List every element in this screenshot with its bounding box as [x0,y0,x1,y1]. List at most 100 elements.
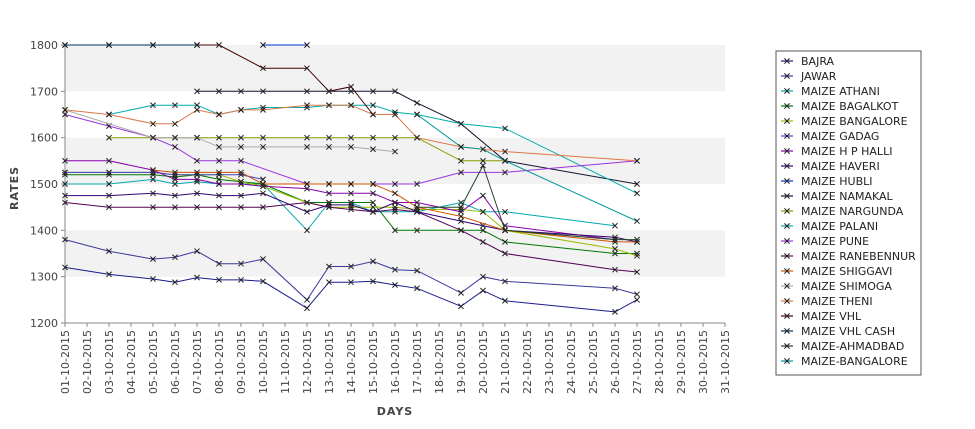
legend-label: MAIZE-BANGALORE [801,355,908,368]
data-point [392,199,398,206]
grid-band [65,137,725,184]
data-point [106,169,112,176]
x-tick-label: 23-10-2015 [543,330,556,394]
series-maize-gadag [62,169,266,183]
data-point [304,102,310,109]
data-point [480,287,486,294]
data-point [150,204,156,211]
data-point [62,181,68,187]
data-point [370,190,376,197]
data-point [502,278,508,285]
legend-item-maize-bangalore: MAIZE-BANGALORE [781,355,908,368]
data-point [370,134,376,141]
legend-marker [784,253,790,259]
data-point [216,169,222,176]
data-point [370,258,376,265]
data-point [326,88,332,95]
data-point [392,109,398,116]
data-point [634,218,640,225]
series-line-maize-shiggavi [152,169,637,243]
y-tick-label: 1500 [30,178,58,191]
data-point [238,143,244,150]
data-point [260,183,266,190]
data-point [502,125,508,132]
series-line-maize-gadag [65,171,264,180]
data-point [480,192,486,199]
legend-item-maize-palani: MAIZE PALANI [781,220,878,233]
legend-item-maize-ahmadbad: MAIZE-AHMADBAD [781,340,904,353]
data-point [260,204,266,211]
legend-label: MAIZE H P HALLI [801,145,892,158]
data-point [150,256,156,263]
data-point [150,190,156,197]
data-point [238,260,244,267]
data-point [172,169,178,176]
data-point [348,263,354,270]
data-point [172,254,178,261]
data-point [634,291,640,298]
data-point [326,279,332,286]
legend-label: MAIZE THENI [801,295,873,308]
data-point [304,296,310,303]
x-tick-label: 31-10-2015 [719,330,732,394]
data-point [150,102,156,109]
legend-label: MAIZE PUNE [801,235,869,248]
data-point [370,102,376,109]
data-point [392,190,398,197]
x-tick-label: 01-10-2015 [59,330,72,394]
data-point [304,185,310,192]
series-maize-shimoga [62,106,398,155]
data-point [106,271,112,278]
data-point [414,204,420,211]
series-maize-vhl-cash [62,42,200,48]
legend-label: MAIZE ATHANI [801,85,880,98]
x-tick-label: 12-10-2015 [301,330,314,394]
legend-item-maize-shiggavi: MAIZE SHIGGAVI [781,265,892,278]
legend-item-maize-hubli: MAIZE HUBLI [781,175,872,188]
data-point [612,285,618,292]
y-tick-label: 1600 [30,132,58,145]
data-point [194,134,200,141]
data-point [414,208,420,215]
x-tick-label: 30-10-2015 [697,330,710,394]
y-axis-ticks: 1200 1300 1400 1500 1600 1700 1800 [30,39,65,330]
data-point [150,276,156,282]
series-maize-h-p-halli [62,157,618,243]
x-tick-label: 15-10-2015 [367,330,380,394]
data-point [304,134,310,141]
data-point [216,134,222,141]
legend-marker [784,298,790,304]
data-point [194,190,200,197]
series-line-maize-h-p-halli [65,160,616,241]
data-point [458,218,464,225]
data-point [392,88,398,95]
data-point [172,181,178,187]
legend-box [775,50,922,376]
x-tick-label: 20-10-2015 [477,330,490,394]
data-point [502,157,508,164]
data-point [502,208,508,215]
data-point [480,208,486,215]
data-point [172,120,178,127]
data-point [62,157,68,164]
legend-label: MAIZE NARGUNDA [801,205,904,218]
data-point [458,208,464,215]
data-point [348,199,354,206]
legend-marker [784,73,790,79]
series-line-maize-shimoga [64,109,396,153]
legend-marker [784,223,790,229]
data-point [62,42,68,48]
data-point [480,227,486,234]
data-point [216,204,222,211]
data-point [62,169,68,176]
legend-marker [784,88,790,94]
series-line-maize-athani [65,178,616,232]
data-point [150,134,156,141]
data-point [216,276,222,283]
x-tick-label: 07-10-2015 [191,330,204,394]
data-point [216,176,222,183]
data-point [194,248,200,255]
legend-label: MAIZE BAGALKOT [801,100,899,113]
data-point [194,204,200,211]
data-point [392,266,398,273]
